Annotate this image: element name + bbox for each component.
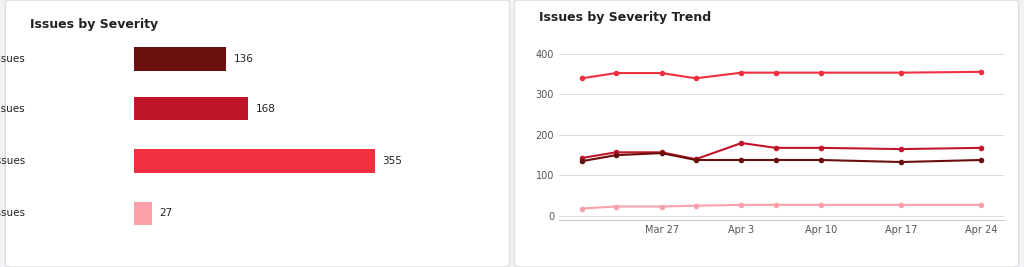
Text: Moderate Issues: Moderate Issues [0,156,25,166]
FancyBboxPatch shape [134,149,375,173]
FancyBboxPatch shape [514,0,1019,267]
FancyBboxPatch shape [5,0,510,267]
Text: Critical Issues: Critical Issues [0,54,25,64]
FancyBboxPatch shape [134,97,248,120]
Text: Minor Issues: Minor Issues [0,208,25,218]
Text: Issues by Severity Trend: Issues by Severity Trend [540,10,712,23]
FancyBboxPatch shape [134,202,153,225]
FancyBboxPatch shape [134,47,226,71]
Text: 355: 355 [383,156,402,166]
Text: 136: 136 [233,54,254,64]
Text: Issues by Severity: Issues by Severity [30,18,158,31]
Text: Serious Issues: Serious Issues [0,104,25,114]
Text: 168: 168 [255,104,275,114]
Text: 27: 27 [160,208,173,218]
